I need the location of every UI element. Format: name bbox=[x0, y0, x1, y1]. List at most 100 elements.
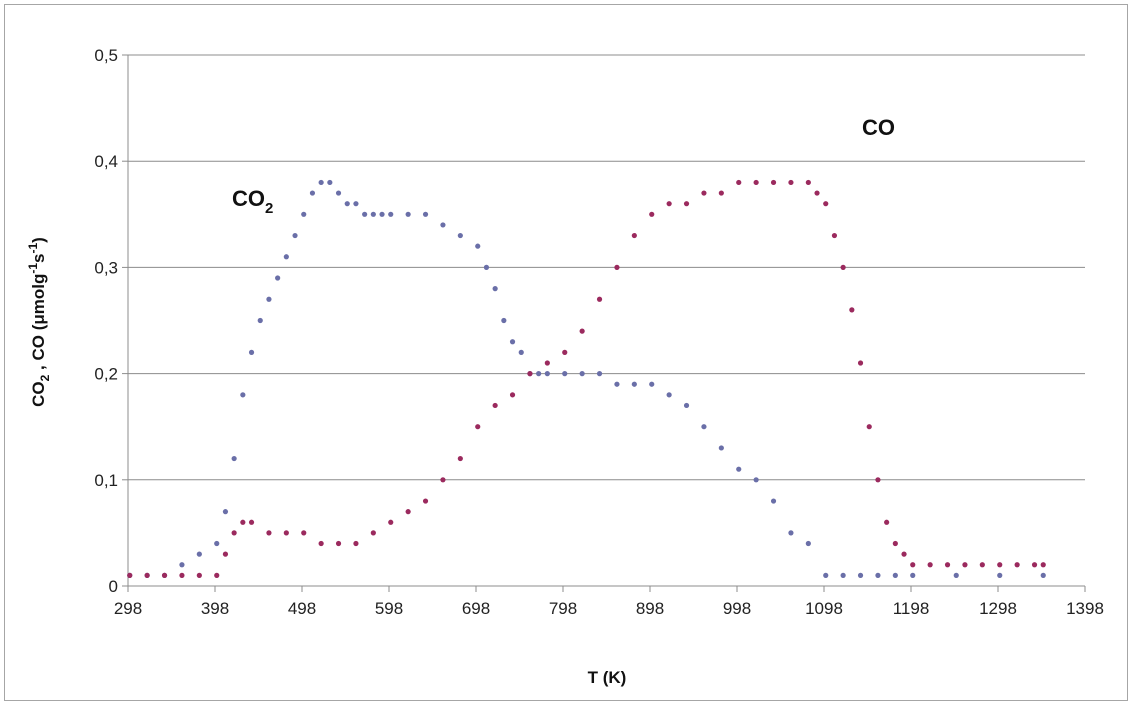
data-point bbox=[179, 562, 185, 568]
data-point bbox=[179, 572, 185, 578]
data-point bbox=[805, 540, 811, 547]
data-point bbox=[335, 540, 342, 547]
y-title-part: s bbox=[29, 253, 48, 262]
y-tick-label: 0,3 bbox=[94, 258, 118, 277]
data-point bbox=[440, 477, 446, 483]
x-tick-label: 398 bbox=[201, 599, 229, 618]
y-title-part: , CO (μmolg bbox=[29, 274, 48, 375]
data-point bbox=[483, 264, 490, 270]
x-tick-label: 898 bbox=[636, 599, 664, 618]
data-point bbox=[457, 455, 463, 462]
data-point bbox=[579, 328, 585, 334]
data-point bbox=[649, 211, 655, 217]
data-point bbox=[457, 232, 463, 239]
data-point bbox=[240, 392, 246, 398]
data-point bbox=[231, 530, 237, 536]
y-axis-title: CO2 , CO (μmolg-1s-1) bbox=[26, 237, 52, 407]
data-point bbox=[953, 572, 959, 578]
annotation-co2-sub: 2 bbox=[265, 200, 273, 217]
data-point bbox=[753, 477, 759, 483]
data-point bbox=[927, 562, 933, 568]
data-point bbox=[318, 179, 324, 186]
data-point bbox=[736, 179, 742, 186]
data-point bbox=[362, 211, 368, 217]
data-point bbox=[1014, 562, 1020, 568]
data-point bbox=[222, 551, 229, 557]
data-point bbox=[857, 360, 864, 366]
y-title-part: ) bbox=[29, 237, 48, 243]
data-point bbox=[405, 211, 411, 217]
data-point bbox=[770, 179, 777, 186]
data-point bbox=[318, 540, 324, 547]
data-point bbox=[997, 572, 1003, 578]
data-point bbox=[301, 211, 307, 217]
x-tick-label: 498 bbox=[288, 599, 316, 618]
data-point bbox=[649, 381, 655, 387]
axes bbox=[122, 54, 1086, 592]
x-axis-title: T (K) bbox=[588, 668, 627, 687]
data-point bbox=[753, 179, 759, 186]
data-point bbox=[666, 392, 672, 398]
x-tick-label: 1098 bbox=[805, 599, 843, 618]
data-point bbox=[805, 179, 811, 186]
data-point bbox=[283, 530, 289, 536]
data-point bbox=[388, 519, 394, 525]
data-point bbox=[240, 519, 246, 525]
data-point bbox=[196, 551, 202, 557]
data-point bbox=[509, 339, 516, 345]
data-point bbox=[501, 317, 507, 324]
data-point bbox=[492, 402, 498, 409]
data-point bbox=[309, 190, 316, 196]
data-point bbox=[353, 201, 359, 207]
data-point bbox=[831, 232, 838, 239]
x-tick-label: 1298 bbox=[979, 599, 1017, 618]
series-co bbox=[127, 179, 1046, 578]
data-point bbox=[596, 296, 603, 302]
data-point bbox=[666, 201, 672, 207]
data-point bbox=[892, 540, 898, 547]
y-tick-label: 0,1 bbox=[94, 471, 118, 490]
data-point bbox=[440, 222, 446, 228]
data-point bbox=[127, 572, 133, 578]
data-point bbox=[327, 179, 333, 186]
x-tick-label: 998 bbox=[723, 599, 751, 618]
data-point bbox=[370, 211, 376, 217]
y-title-part: -1 bbox=[26, 242, 40, 253]
data-point bbox=[901, 551, 907, 557]
data-point bbox=[518, 349, 524, 355]
data-point bbox=[144, 572, 150, 578]
data-point bbox=[840, 572, 846, 578]
y-title-part: -1 bbox=[26, 263, 40, 274]
data-point bbox=[892, 572, 898, 578]
data-point bbox=[579, 371, 585, 377]
data-point bbox=[301, 530, 307, 536]
data-point bbox=[283, 254, 289, 260]
data-point bbox=[475, 424, 481, 430]
data-point bbox=[1040, 562, 1046, 568]
x-tick-label: 598 bbox=[375, 599, 403, 618]
annotation-co: CO bbox=[862, 115, 895, 140]
x-tick-label: 1198 bbox=[893, 599, 930, 618]
gridlines bbox=[128, 54, 1085, 481]
data-point bbox=[683, 402, 690, 409]
data-point bbox=[353, 540, 359, 547]
data-point bbox=[1031, 562, 1038, 568]
data-point bbox=[875, 477, 881, 483]
data-point bbox=[231, 455, 237, 462]
data-points bbox=[127, 179, 1046, 578]
annotation-co-text: CO bbox=[862, 115, 895, 140]
data-point bbox=[1040, 572, 1046, 578]
data-point bbox=[718, 445, 724, 451]
data-point bbox=[849, 307, 855, 313]
data-point bbox=[492, 286, 498, 292]
y-title-part: CO bbox=[29, 381, 48, 407]
x-tick-label: 698 bbox=[462, 599, 490, 618]
data-point bbox=[997, 562, 1003, 568]
data-point bbox=[770, 498, 777, 504]
data-point bbox=[257, 317, 263, 324]
y-tick-label: 0,4 bbox=[94, 152, 118, 171]
data-point bbox=[266, 296, 272, 302]
data-point bbox=[335, 190, 342, 196]
data-point bbox=[248, 349, 255, 355]
y-tick-label: 0 bbox=[109, 577, 118, 596]
